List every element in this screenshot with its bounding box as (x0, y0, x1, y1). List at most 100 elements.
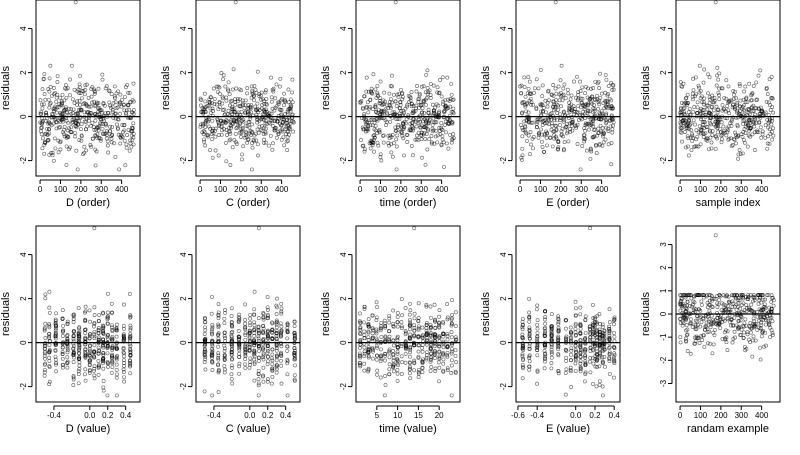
data-point (53, 357, 58, 362)
data-point (119, 134, 124, 138)
data-point (216, 333, 220, 338)
data-point (715, 73, 719, 78)
data-point (414, 103, 419, 108)
data-point (705, 305, 710, 310)
data-point (711, 108, 716, 113)
data-point (239, 88, 244, 93)
data-point (265, 316, 270, 321)
data-point (437, 355, 442, 360)
data-point (445, 353, 450, 358)
data-point (395, 368, 400, 372)
data-point (53, 319, 58, 323)
data-point (378, 79, 383, 84)
data-point (693, 341, 698, 346)
x-axis: 0 100 200 300 400 (678, 179, 769, 194)
data-point (597, 344, 602, 349)
data-point (71, 120, 75, 124)
x-tick-label: 0 (678, 411, 683, 420)
x-tick-label: -0.4 (47, 411, 61, 420)
data-point (118, 111, 123, 116)
data-point (261, 331, 266, 336)
data-point (112, 84, 117, 89)
data-point (610, 127, 615, 132)
data-point (441, 164, 446, 169)
data-point (105, 345, 110, 350)
data-point (262, 107, 267, 112)
data-point (263, 88, 268, 93)
data-point (128, 363, 132, 368)
data-point (114, 91, 119, 96)
data-point (684, 317, 689, 322)
data-point (445, 345, 450, 350)
x-axis: -0.6 -0.4 0.0 0.2 0.4 (511, 405, 620, 420)
y-axis-label: residuals (480, 291, 492, 336)
data-point (261, 379, 266, 384)
data-point (543, 309, 547, 314)
x-axis: 0 100 200 300 400 (198, 179, 289, 194)
data-point (217, 100, 222, 105)
data-point (387, 347, 392, 352)
data-point (597, 355, 602, 360)
data-point (752, 130, 757, 135)
data-point (694, 137, 698, 142)
data-point (237, 130, 242, 135)
data-point (607, 307, 612, 312)
x-tick-label: 0.0 (84, 411, 96, 420)
data-point (689, 128, 694, 133)
data-point (279, 331, 283, 336)
data-point (543, 315, 548, 320)
data-point (592, 320, 597, 325)
data-point (695, 110, 699, 115)
data-point (387, 136, 392, 141)
data-point (43, 361, 48, 366)
x-axis: 5 10 15 20 (375, 405, 444, 420)
data-point (383, 338, 388, 343)
data-point (403, 306, 408, 310)
data-point (683, 100, 688, 105)
data-point (705, 103, 710, 108)
data-point (719, 130, 723, 135)
data-point (586, 109, 591, 114)
data-point (735, 110, 739, 115)
data-point (245, 86, 250, 91)
data-point (63, 107, 68, 112)
data-point (534, 107, 539, 111)
data-point (362, 94, 367, 99)
data-point (223, 308, 227, 312)
data-point (87, 333, 92, 338)
data-point (594, 142, 599, 147)
data-point (58, 125, 63, 129)
data-point (393, 0, 398, 5)
data-point (399, 354, 404, 359)
data-point (416, 97, 421, 102)
data-point (763, 316, 768, 320)
data-point (429, 315, 433, 320)
data-point (726, 124, 731, 129)
data-point (65, 346, 70, 351)
data-point (362, 361, 367, 366)
data-point (61, 362, 66, 367)
data-point (370, 143, 375, 147)
data-point (210, 325, 215, 330)
data-point (751, 108, 756, 113)
y-tick-label: 2 (499, 70, 508, 75)
data-point (42, 367, 47, 372)
data-point (431, 116, 436, 121)
data-point (71, 383, 76, 387)
data-point (237, 354, 242, 359)
y-tick-label: 2 (339, 296, 348, 301)
data-point (65, 336, 70, 341)
data-point (384, 123, 388, 128)
data-point (611, 356, 616, 361)
data-point (578, 305, 583, 310)
data-point (600, 324, 605, 329)
plot-frame (515, 0, 621, 177)
data-point (239, 129, 244, 134)
data-point (416, 326, 421, 331)
data-point (256, 328, 261, 333)
data-point (578, 331, 583, 336)
data-point (292, 378, 297, 383)
data-point (277, 84, 282, 89)
data-point (111, 100, 116, 105)
